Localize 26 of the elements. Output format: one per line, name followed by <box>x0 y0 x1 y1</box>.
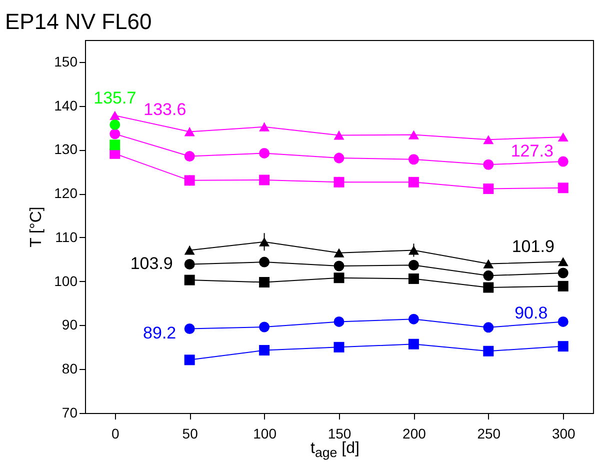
y-tick-label: 80 <box>62 360 78 377</box>
x-tick-label: 250 <box>477 426 501 442</box>
y-tick-label: 150 <box>54 53 78 70</box>
y-tick-label: 110 <box>55 228 78 245</box>
x-tick-label: 150 <box>328 426 352 442</box>
x-tick-label: 50 <box>182 426 198 442</box>
y-tick-label: 100 <box>54 272 78 289</box>
x-tick-label: 100 <box>253 426 277 442</box>
y-axis-title: T [°C] <box>28 206 46 248</box>
y-tick-label: 120 <box>54 185 78 202</box>
y-tick-label: 70 <box>62 404 78 420</box>
annotation: 135.7 <box>94 88 136 108</box>
y-tick-label: 140 <box>54 97 78 114</box>
x-tick-label: 200 <box>402 426 426 442</box>
x-axis-title: t$_{age}$ [d] <box>310 440 360 460</box>
annotation: 101.9 <box>512 237 554 256</box>
chart-title: EP14 NV FL60 <box>5 9 152 34</box>
annotation: 90.8 <box>514 304 548 323</box>
annotation: 89.2 <box>143 324 176 343</box>
x-tick-label: 0 <box>111 426 120 442</box>
annotation: 127.3 <box>510 142 554 161</box>
annotation: 133.6 <box>144 100 186 119</box>
y-tick-label: 130 <box>54 141 78 158</box>
y-tick-label: 90 <box>62 316 78 333</box>
x-tick-label: 300 <box>552 426 576 442</box>
annotation: 103.9 <box>130 254 173 274</box>
